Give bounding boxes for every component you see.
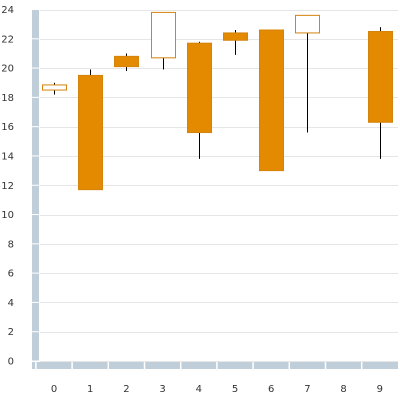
x-tick-label: 2 [123, 384, 129, 395]
x-tick-label: 6 [268, 384, 274, 395]
x-tick-label: 5 [232, 384, 238, 395]
candle-body-up [43, 85, 67, 90]
y-tick-label: 24 [1, 5, 14, 16]
candle-0 [43, 83, 67, 95]
candle-body-down [224, 33, 248, 40]
y-tick-label: 10 [1, 210, 14, 221]
x-tick-label: 8 [340, 384, 346, 395]
y-tick-label: 0 [8, 357, 14, 368]
y-tick-label: 16 [1, 122, 14, 133]
y-tick-label: 8 [8, 239, 14, 250]
y-tick-label: 22 [1, 34, 14, 45]
candle-1 [79, 70, 103, 190]
x-tick-label: 9 [377, 384, 383, 395]
y-tick-label: 14 [1, 151, 14, 162]
y-tick-label: 12 [1, 181, 14, 192]
candle-4 [188, 42, 212, 159]
candle-body-down [115, 56, 139, 66]
candle-body-down [260, 30, 284, 171]
x-tick-label: 7 [304, 384, 310, 395]
candle-body-down [369, 31, 393, 122]
candle-3 [152, 12, 176, 69]
candle-body-down [79, 75, 103, 189]
x-tick-label: 3 [159, 384, 165, 395]
y-tick-label: 20 [1, 64, 14, 75]
candle-body-down [188, 43, 212, 132]
y-tick-label: 2 [8, 327, 14, 338]
y-tick-label: 18 [1, 93, 14, 104]
x-tick-label: 4 [196, 384, 202, 395]
y-tick-label: 4 [8, 298, 14, 309]
candle-7 [296, 15, 320, 132]
candle-body-up [152, 12, 176, 57]
candle-9 [369, 27, 393, 159]
x-axis-bar [32, 362, 398, 369]
x-tick-label: 0 [51, 384, 57, 395]
x-tick-label: 1 [87, 384, 93, 395]
candle-5 [224, 30, 248, 55]
candle-body-up [296, 15, 320, 33]
candle-6 [260, 30, 284, 171]
y-tick-label: 6 [8, 269, 14, 280]
